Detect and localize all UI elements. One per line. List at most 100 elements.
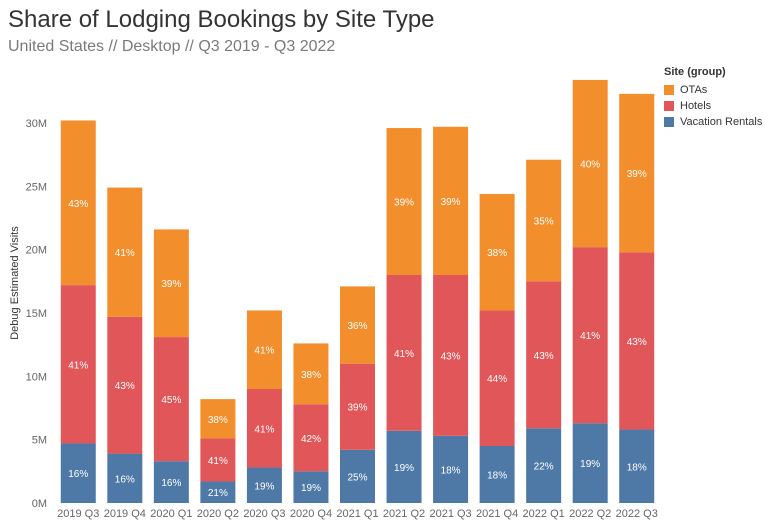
data-label: 22%	[534, 462, 554, 473]
bar-segment-vacation-rentals[interactable]	[572, 423, 608, 503]
y-tick-label: 20M	[26, 245, 47, 257]
bar-segment-otas[interactable]	[60, 120, 96, 286]
data-label: 38%	[487, 248, 507, 259]
bar-segment-hotels[interactable]	[572, 247, 608, 424]
data-label: 41%	[115, 248, 135, 259]
bar-segment-vacation-rentals[interactable]	[433, 435, 469, 503]
data-label: 42%	[301, 434, 321, 445]
bar-segment-hotels[interactable]	[340, 363, 375, 450]
bar-segment-otas[interactable]	[386, 128, 422, 275]
bar-segment-otas[interactable]	[526, 159, 562, 282]
y-tick-label: 15M	[26, 308, 47, 320]
x-tick-label: 2022 Q3	[616, 508, 658, 520]
bar-segment-vacation-rentals[interactable]	[153, 461, 189, 503]
data-label: 41%	[208, 456, 228, 467]
bar-segment-hotels[interactable]	[479, 310, 515, 446]
x-tick-label: 2020 Q2	[197, 508, 239, 520]
legend-title: Site (group)	[664, 66, 726, 78]
data-label: 43%	[441, 351, 461, 362]
bar-segment-hotels[interactable]	[526, 281, 562, 429]
bar-segment-otas[interactable]	[246, 310, 282, 389]
bar-segment-hotels[interactable]	[246, 389, 282, 468]
data-label: 18%	[487, 471, 507, 482]
data-label: 19%	[394, 463, 414, 474]
bar-segment-otas[interactable]	[200, 399, 236, 439]
data-label: 19%	[254, 481, 274, 492]
y-tick-label: 5M	[32, 435, 47, 447]
data-label: 39%	[161, 279, 181, 290]
bar-segment-vacation-rentals[interactable]	[60, 443, 96, 503]
legend-swatch-vacation-rentals	[664, 117, 674, 127]
legend-label-vacation-rentals: Vacation Rentals	[680, 116, 763, 128]
data-label: 19%	[580, 459, 600, 470]
bar-segment-otas[interactable]	[340, 286, 375, 364]
bar-segment-otas[interactable]	[433, 126, 469, 275]
x-tick-label: 2020 Q1	[150, 508, 192, 520]
legend-label-otas: OTAs	[680, 84, 708, 96]
bar-segment-hotels[interactable]	[200, 438, 236, 482]
x-tick-label: 2021 Q1	[336, 508, 378, 520]
legend-item-hotels[interactable]: Hotels	[664, 98, 762, 114]
data-label: 45%	[161, 395, 181, 406]
bar-segment-vacation-rentals[interactable]	[386, 430, 422, 503]
bar-segment-otas[interactable]	[572, 79, 608, 248]
data-label: 43%	[627, 337, 647, 348]
bar-segment-hotels[interactable]	[386, 275, 422, 431]
data-label: 16%	[161, 478, 181, 489]
bar-segment-otas[interactable]	[293, 343, 329, 405]
y-tick-label: 10M	[26, 371, 47, 383]
x-tick-label: 2021 Q3	[429, 508, 471, 520]
data-label: 41%	[68, 360, 88, 371]
bar-segment-vacation-rentals[interactable]	[200, 481, 236, 503]
data-label: 44%	[487, 374, 507, 385]
legend-item-otas[interactable]: OTAs	[664, 82, 762, 98]
data-label: 39%	[347, 403, 367, 414]
data-label: 41%	[580, 331, 600, 342]
x-tick-label: 2020 Q3	[243, 508, 285, 520]
bar-segment-vacation-rentals[interactable]	[526, 428, 562, 503]
bar-segment-otas[interactable]	[153, 229, 189, 338]
x-tick-label: 2019 Q4	[104, 508, 146, 520]
bar-segment-vacation-rentals[interactable]	[246, 467, 282, 503]
x-axis: 2019 Q3 2019 Q4 2020 Q1 2020 Q2 2020 Q3 2020 …	[57, 508, 658, 520]
data-label: 39%	[441, 197, 461, 208]
data-label: 43%	[115, 381, 135, 392]
x-tick-label: 2022 Q1	[523, 508, 565, 520]
data-label: 43%	[534, 351, 554, 362]
chart-subtitle: United States // Desktop // Q3 2019 - Q3…	[8, 38, 336, 55]
x-tick-label: 2022 Q2	[569, 508, 611, 520]
legend-item-vacation-rentals[interactable]: Vacation Rentals	[664, 114, 762, 130]
bar-segment-vacation-rentals[interactable]	[619, 429, 655, 503]
data-label: 38%	[208, 415, 228, 426]
x-tick-label: 2019 Q3	[57, 508, 99, 520]
bar-segment-vacation-rentals[interactable]	[293, 471, 329, 503]
bar-segment-hotels[interactable]	[619, 252, 655, 430]
bar-segment-hotels[interactable]	[433, 275, 469, 436]
y-tick-label: 0M	[32, 498, 47, 510]
legend: Site (group) OTAs Hotels Vacation Rental…	[664, 66, 762, 130]
bar-segment-hotels[interactable]	[60, 285, 96, 444]
bar-segment-hotels[interactable]	[293, 404, 329, 472]
data-label: 19%	[301, 483, 321, 494]
data-label: 43%	[68, 199, 88, 210]
data-label: 41%	[394, 349, 414, 360]
y-tick-label: 30M	[26, 118, 47, 130]
legend-swatch-otas	[664, 85, 674, 95]
bar-segment-hotels[interactable]	[153, 337, 189, 462]
data-label: 16%	[68, 469, 88, 480]
x-tick-label: 2021 Q2	[383, 508, 425, 520]
data-label: 41%	[254, 346, 274, 357]
data-label: 40%	[580, 160, 600, 171]
bar-segment-otas[interactable]	[107, 187, 143, 317]
bar-segment-hotels[interactable]	[107, 316, 143, 454]
bar-segment-vacation-rentals[interactable]	[107, 453, 143, 503]
data-label: 38%	[301, 370, 321, 381]
x-tick-label: 2021 Q4	[476, 508, 518, 520]
legend-swatch-hotels	[664, 101, 674, 111]
data-label: 16%	[115, 474, 135, 485]
bar-segment-vacation-rentals[interactable]	[479, 446, 515, 503]
bar-segment-otas[interactable]	[479, 193, 515, 311]
bar-segment-vacation-rentals[interactable]	[340, 449, 375, 503]
bar-segment-otas[interactable]	[619, 93, 655, 253]
data-label: 25%	[347, 472, 367, 483]
